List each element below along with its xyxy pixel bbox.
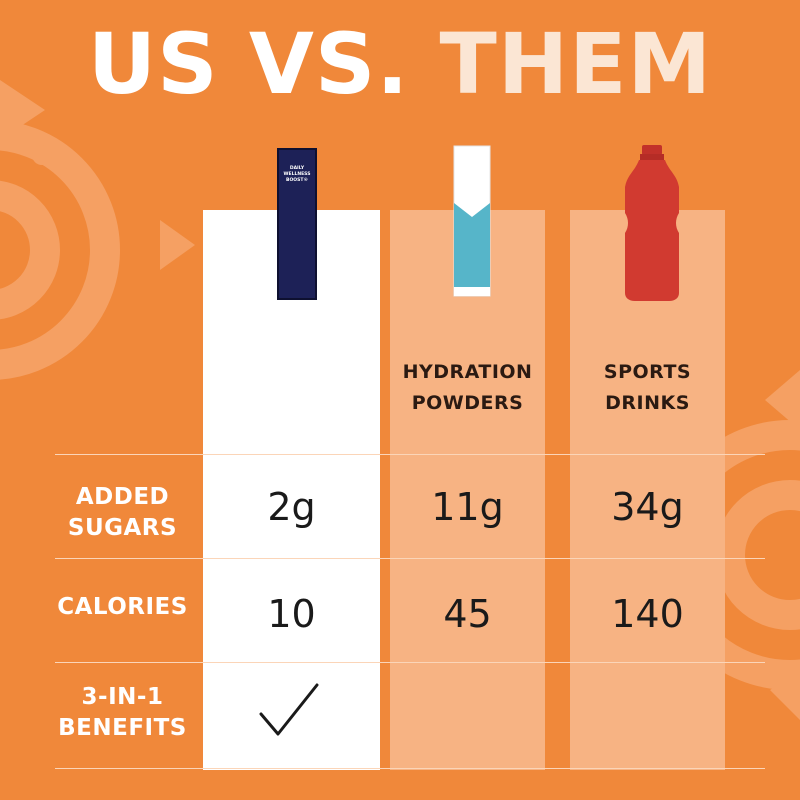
us-calories-value: 10 (267, 592, 316, 636)
sports-drinks-header: SPORTS DRINKS (570, 357, 725, 419)
powder-calories-value: 45 (443, 592, 492, 636)
headline-us: US VS. (87, 15, 410, 113)
header-line: SPORTS (603, 361, 692, 383)
row-divider (55, 454, 765, 455)
powder-added-sugars-value: 11g (431, 485, 504, 529)
stick-pack-label-line: DAILY (289, 166, 305, 171)
bg-chevron-right-bottom (770, 670, 800, 720)
drink-added-sugars-value: 34g (611, 485, 684, 529)
label-line: CALORIES (57, 594, 188, 620)
navy-stick-pack-icon: DAILY WELLNESS BOOST® (277, 148, 317, 300)
bg-ring-left-outer (0, 120, 120, 380)
bg-ring-right-inner (715, 480, 800, 630)
benefits-label: 3-IN-1 BENEFITS (40, 682, 205, 744)
bg-chevron-right-top (765, 370, 800, 430)
label-line: SUGARS (67, 515, 178, 541)
hydration-powders-header: HYDRATION POWDERS (390, 357, 545, 419)
bg-ring-left-inner (0, 180, 60, 320)
bg-chevron-left-mid (160, 220, 195, 270)
label-line: ADDED (75, 484, 170, 510)
drink-calories-value: 140 (611, 592, 684, 636)
us-column (203, 210, 380, 770)
sports-drinks-column (570, 210, 725, 770)
bg-dot-left-1 (32, 145, 52, 165)
hydration-powders-column (390, 210, 545, 770)
hydration-powder-stick-icon (453, 145, 491, 297)
label-line: BENEFITS (58, 715, 187, 741)
calories-label: CALORIES (40, 592, 205, 623)
sports-drink-bottle-icon (625, 145, 679, 301)
headline: US VS. THEM (0, 22, 800, 106)
header-line: HYDRATION (402, 361, 533, 383)
row-divider (55, 662, 765, 663)
headline-them: THEM (439, 15, 713, 113)
us-added-sugars-value: 2g (267, 485, 316, 529)
row-divider (55, 768, 765, 769)
row-divider (55, 558, 765, 559)
header-line: POWDERS (411, 392, 524, 414)
label-line: 3-IN-1 (81, 684, 164, 710)
stick-pack-label-line: WELLNESS (283, 172, 311, 177)
added-sugars-label: ADDED SUGARS (40, 482, 205, 544)
stick-pack-label: DAILY WELLNESS BOOST® (279, 166, 315, 184)
check-icon (259, 683, 319, 736)
bg-chevron-left-top (0, 80, 45, 140)
header-line: DRINKS (605, 392, 690, 414)
stick-pack-label-line: BOOST® (286, 178, 308, 183)
